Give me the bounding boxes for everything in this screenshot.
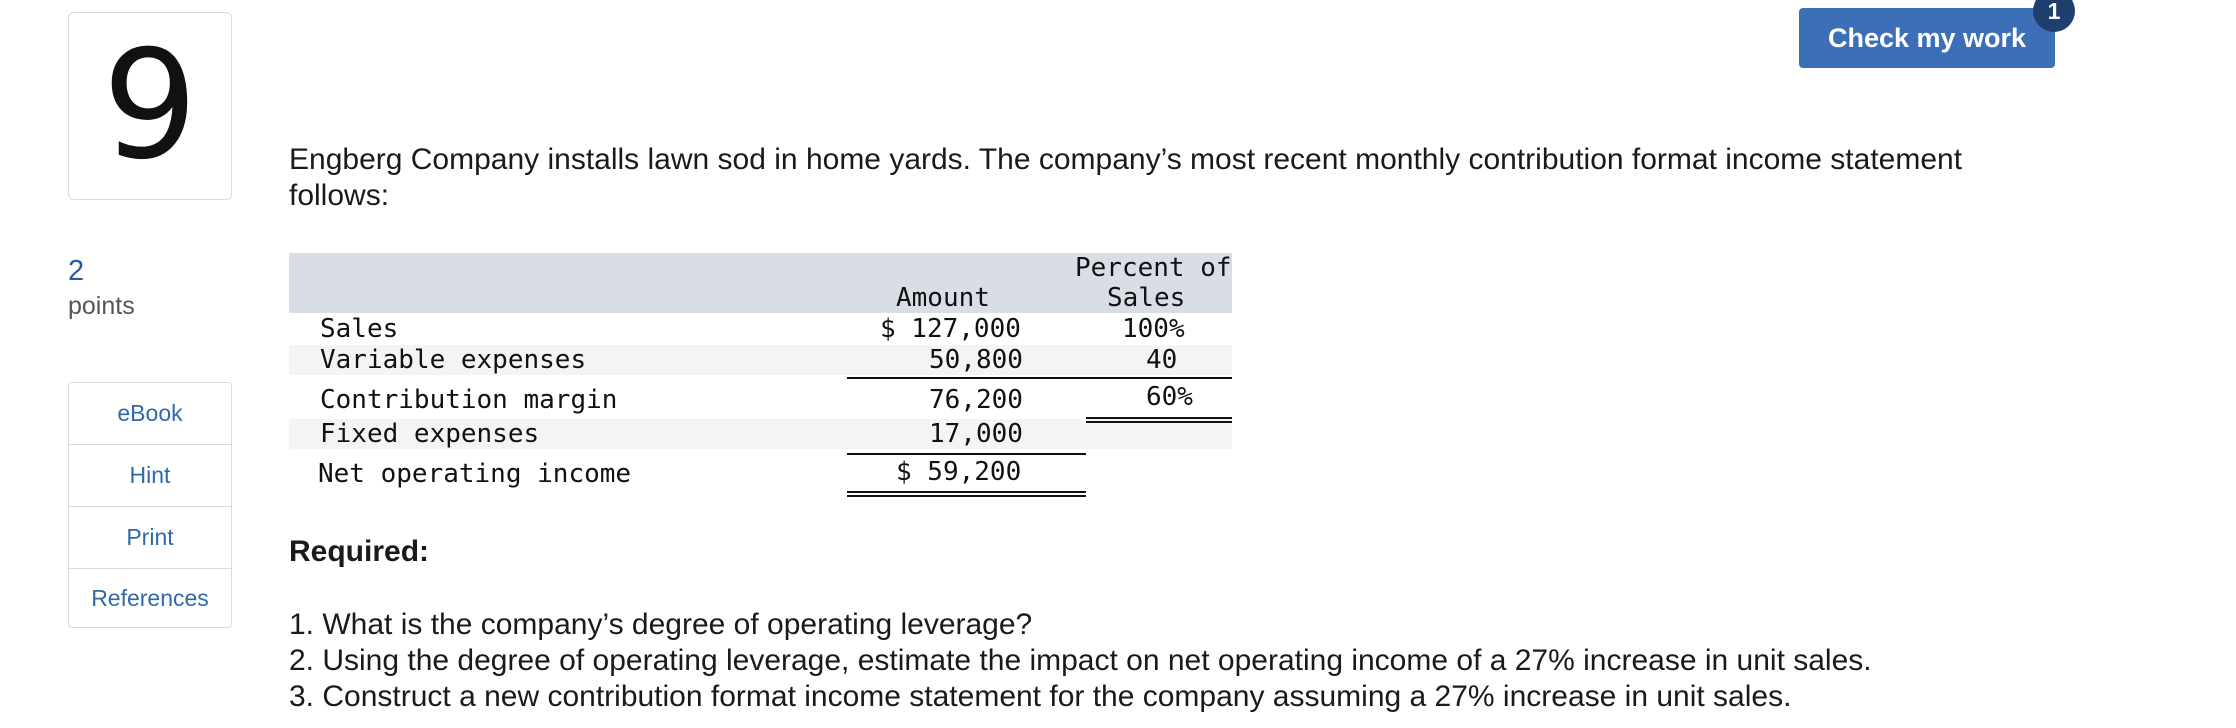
row-band	[289, 345, 1232, 375]
income-statement: Percent of Amount Sales Sales $ 127,000 …	[289, 253, 1232, 505]
required-item: 2. Using the degree of operating leverag…	[289, 644, 1872, 677]
points-value: 2	[68, 255, 85, 287]
check-my-work-button[interactable]: Check my work	[1799, 8, 2055, 68]
statement-header	[289, 253, 1232, 313]
row-label-net: Net operating income	[318, 459, 632, 489]
col-amount-header: Amount	[896, 283, 990, 313]
underline	[847, 453, 1086, 455]
underline	[1086, 377, 1232, 379]
attempt-badge: 1	[2033, 0, 2075, 32]
row-amount-contribution: 76,200	[929, 385, 1023, 415]
row-percent-contribution: 60%	[1146, 382, 1193, 412]
question-number: 9	[68, 12, 232, 200]
required-item: 3. Construct a new contribution format i…	[289, 680, 1792, 713]
points-label: points	[68, 292, 135, 320]
double-underline	[847, 491, 1086, 493]
row-band	[289, 419, 1232, 449]
required-heading: Required:	[289, 535, 430, 568]
row-amount-net: $ 59,200	[896, 457, 1022, 487]
question-intro: Engberg Company installs lawn sod in hom…	[289, 143, 1963, 212]
col-percent-header-1: Percent of	[1075, 253, 1232, 283]
row-amount-sales: $ 127,000	[880, 314, 1021, 344]
print-link[interactable]: Print	[69, 507, 231, 569]
ebook-link[interactable]: eBook	[69, 383, 231, 445]
double-underline	[847, 495, 1086, 497]
row-label-fixed: Fixed expenses	[320, 419, 540, 449]
row-percent-variable: 40	[1146, 345, 1178, 375]
question-number-text: 9	[102, 19, 198, 193]
row-label-contribution: Contribution margin	[320, 385, 618, 415]
hint-link[interactable]: Hint	[69, 445, 231, 507]
row-percent-sales: 100%	[1122, 314, 1185, 344]
required-list: 1. What is the company’s degree of opera…	[289, 607, 2189, 715]
double-underline	[1086, 417, 1232, 419]
row-label-variable: Variable expenses	[320, 345, 587, 375]
row-amount-fixed: 17,000	[929, 419, 1023, 449]
col-percent-header-2: Sales	[1107, 283, 1186, 313]
underline	[847, 377, 1086, 379]
required-item: 1. What is the company’s degree of opera…	[289, 608, 1033, 641]
row-amount-variable: 50,800	[929, 345, 1023, 375]
references-link[interactable]: References	[91, 584, 209, 611]
double-underline	[1086, 421, 1232, 423]
tools-panel: eBook Hint Print References	[68, 382, 232, 628]
row-label-sales: Sales	[320, 314, 399, 344]
